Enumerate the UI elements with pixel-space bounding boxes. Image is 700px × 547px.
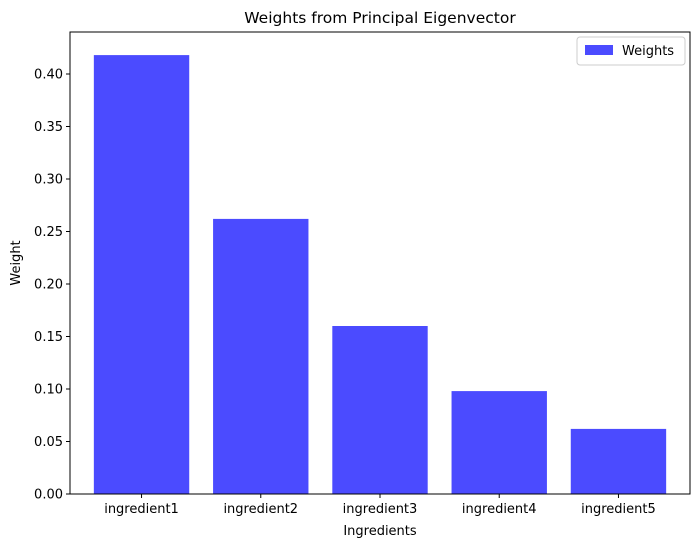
bar-ingredient5 xyxy=(570,428,667,494)
y-tick-label: 0.40 xyxy=(34,68,63,83)
y-axis-ticks: 0.00 0.05 0.10 0.15 0.20 0.25 0.30 0.35 0.40 xyxy=(34,68,70,503)
chart-title: Weights from Principal Eigenvector xyxy=(244,9,516,27)
y-tick-label: 0.30 xyxy=(34,173,63,188)
x-tick-label: ingredient3 xyxy=(343,502,418,517)
y-tick-label: 0.15 xyxy=(34,330,63,345)
x-tick-label: ingredient1 xyxy=(104,502,179,517)
legend-box xyxy=(576,36,686,66)
x-axis-ticks: ingredient1 ingredient2 ingredient3 ingredi… xyxy=(104,494,656,517)
y-axis-label: Weight xyxy=(9,240,24,285)
y-tick-label: 0.05 xyxy=(34,435,63,450)
y-tick-label: 0.20 xyxy=(34,278,63,293)
bar-ingredient1 xyxy=(93,55,190,494)
bars xyxy=(93,55,667,494)
x-tick-label: ingredient4 xyxy=(462,502,537,517)
plot-area: ingredient1 ingredient2 ingredient3 ingredi… xyxy=(34,31,691,517)
legend-swatch xyxy=(585,45,613,55)
x-tick-label: ingredient5 xyxy=(581,502,656,517)
legend: Weights xyxy=(576,36,686,66)
y-tick-label: 0.25 xyxy=(34,225,63,240)
y-tick-label: 0.35 xyxy=(34,120,63,135)
bar-ingredient4 xyxy=(451,391,547,494)
x-axis-label: Ingredients xyxy=(343,524,417,539)
y-tick-label: 0.00 xyxy=(34,488,63,503)
bar-ingredient2 xyxy=(213,218,309,494)
bar-ingredient3 xyxy=(332,326,428,494)
x-tick-label: ingredient2 xyxy=(223,502,298,517)
plot-frame xyxy=(69,31,691,495)
legend-label: Weights xyxy=(622,44,674,59)
y-tick-label: 0.10 xyxy=(34,383,63,398)
